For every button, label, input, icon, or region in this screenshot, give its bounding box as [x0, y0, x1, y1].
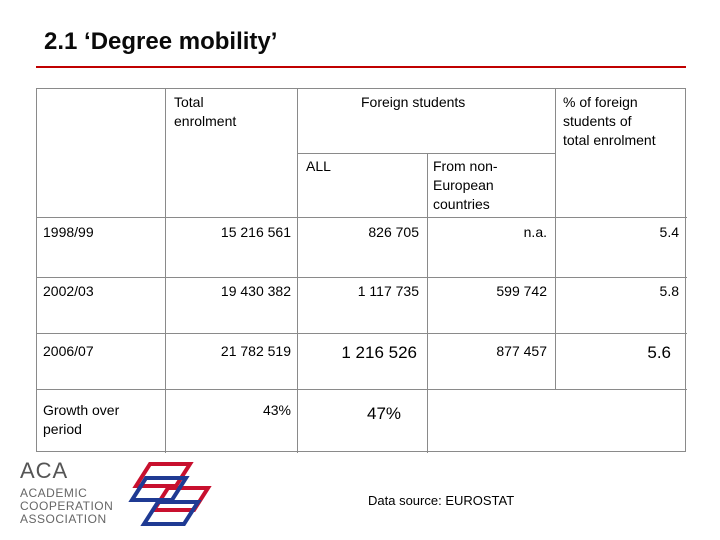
foreign-all-value: 826 705: [368, 224, 419, 240]
growth-foreign-all: 47%: [367, 404, 402, 423]
header-all: ALL: [306, 158, 331, 174]
total-enrolment-value: 21 782 519: [220, 343, 291, 359]
grid-line: [165, 89, 166, 453]
pct-foreign-value: 5.8: [659, 283, 679, 299]
total-enrolment-value: 19 430 382: [220, 283, 291, 299]
logo-name: ACADEMIC COOPERATION ASSOCIATION: [20, 486, 114, 526]
mobility-table: Total enrolment Foreign students % of fo…: [36, 88, 687, 453]
header-foreign-students: Foreign students: [361, 94, 466, 110]
grid-line: [37, 389, 687, 390]
grid-line: [37, 333, 687, 334]
pct-foreign-value: 5.4: [659, 224, 679, 240]
title-underline: [36, 66, 686, 68]
non-european-value: n.a.: [523, 224, 547, 240]
grid-line: [37, 277, 687, 278]
grid-line: [555, 89, 556, 389]
pct-foreign-value: 5.6: [647, 343, 671, 362]
grid-line: [297, 89, 298, 453]
header-total-enrolment: Total enrolment: [174, 94, 237, 129]
grid-line: [427, 153, 428, 453]
non-european-value: 599 742: [496, 283, 547, 299]
growth-total: 43%: [262, 402, 291, 418]
non-european-value: 877 457: [496, 343, 547, 359]
data-source: Data source: EUROSTAT: [368, 493, 515, 508]
header-non-european: From non- European countries: [433, 158, 498, 212]
growth-label: Growth over period: [43, 402, 120, 437]
page-title: 2.1 ‘Degree mobility’: [44, 28, 278, 55]
total-enrolment-value: 15 216 561: [220, 224, 291, 240]
foreign-all-value: 1 117 735: [357, 283, 419, 299]
row-label: 1998/99: [43, 224, 94, 240]
row-label: 2002/03: [43, 283, 94, 299]
grid-line: [297, 153, 555, 154]
aca-logo-icon: [128, 462, 212, 526]
row-label: 2006/07: [43, 343, 94, 359]
foreign-all-value: 1 216 526: [341, 343, 417, 362]
header-pct-foreign: % of foreign students of total enrolment: [563, 94, 656, 148]
logo-acronym: ACA: [20, 458, 69, 483]
grid-line: [37, 217, 687, 218]
